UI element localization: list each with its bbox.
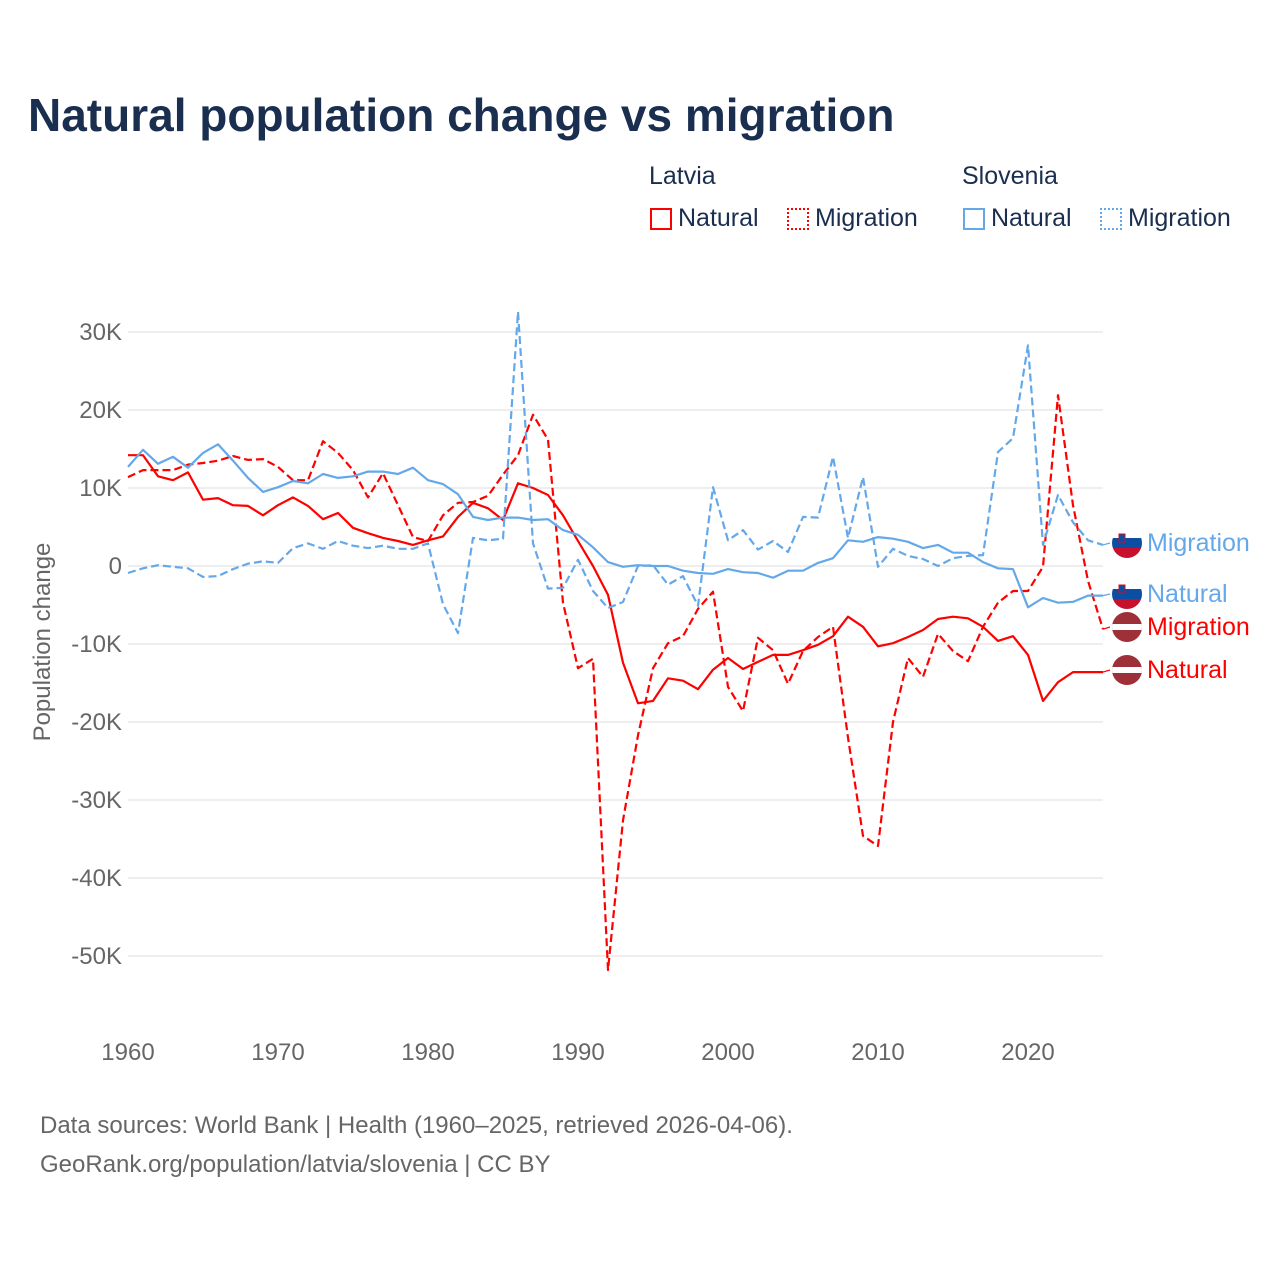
- series-line-slovenia-natural: [127, 443, 1103, 609]
- legend-swatch-solid-icon: [963, 207, 985, 230]
- series-line-slovenia-migration: [127, 310, 1104, 635]
- x-tick-label: 2020: [1001, 1039, 1054, 1066]
- end-label: Natural: [1147, 580, 1228, 608]
- y-tick-label: 20K: [79, 397, 122, 424]
- x-tick-label: 1970: [251, 1039, 304, 1066]
- y-tick-label: 30K: [79, 319, 122, 346]
- y-axis-label: Population change: [29, 543, 56, 742]
- y-tick-label: -40K: [71, 865, 122, 892]
- legend-swatch-dashed-icon: [1100, 207, 1122, 230]
- legend-label: Migration: [1128, 204, 1231, 232]
- label-connector: [1102, 626, 1111, 630]
- slovenia-flag-icon: [1112, 528, 1142, 558]
- legend-slovenia-migration[interactable]: Migration: [1100, 204, 1231, 233]
- legend-latvia-migration[interactable]: Migration: [787, 204, 918, 233]
- legend-slovenia-natural[interactable]: Natural: [963, 204, 1072, 233]
- label-connector: [1102, 542, 1111, 546]
- latvia-flag-icon: [1112, 612, 1142, 642]
- latvia-flag-icon: [1112, 655, 1142, 685]
- label-connector: [1102, 669, 1111, 673]
- x-tick-label: 1990: [551, 1039, 604, 1066]
- legend-swatch-solid-icon: [650, 207, 672, 230]
- legend-swatch-dashed-icon: [787, 207, 809, 230]
- label-connector: [1102, 593, 1111, 597]
- footer-sources: Data sources: World Bank | Health (1960–…: [40, 1112, 793, 1139]
- series-line-latvia-natural: [128, 454, 1103, 705]
- y-tick-label: -10K: [71, 631, 122, 658]
- y-tick-label: -30K: [71, 787, 122, 814]
- y-tick-label: -20K: [71, 709, 122, 736]
- y-tick-label: -50K: [71, 943, 122, 970]
- slovenia-flag-icon: [1112, 579, 1142, 609]
- x-tick-label: 1960: [101, 1039, 154, 1066]
- series-line-latvia-migration: [127, 394, 1105, 972]
- end-label: Natural: [1147, 656, 1228, 684]
- legend-group-slovenia: Slovenia: [962, 162, 1058, 190]
- footer: Data sources: World Bank | Health (1960–…: [40, 1106, 793, 1184]
- legend-label: Migration: [815, 204, 918, 232]
- legend-latvia-natural[interactable]: Natural: [650, 204, 759, 233]
- legend-group-latvia: Latvia: [649, 162, 716, 190]
- x-tick-label: 1980: [401, 1039, 454, 1066]
- legend-label: Natural: [678, 204, 759, 232]
- y-tick-label: 0: [109, 553, 122, 580]
- x-tick-label: 2000: [701, 1039, 754, 1066]
- end-label: Migration: [1147, 529, 1250, 557]
- end-label: Migration: [1147, 613, 1250, 641]
- y-tick-label: 10K: [79, 475, 122, 502]
- x-tick-label: 2010: [851, 1039, 904, 1066]
- chart-title: Natural population change vs migration: [28, 89, 895, 141]
- legend-label: Natural: [991, 204, 1072, 232]
- footer-url: GeoRank.org/population/latvia/slovenia |…: [40, 1151, 551, 1178]
